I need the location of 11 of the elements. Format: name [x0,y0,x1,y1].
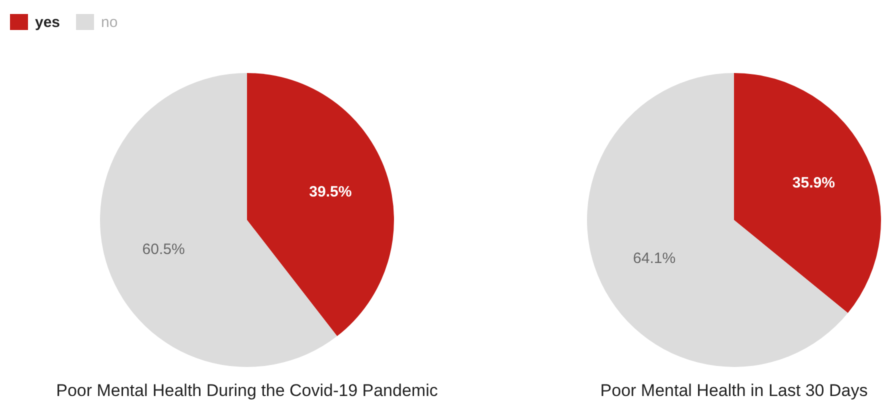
legend-label: yes [35,14,60,31]
pie-slice [734,73,881,313]
data-label: 64.1% [633,250,676,268]
data-label: 39.5% [309,184,352,201]
legend-label: no [101,14,118,31]
pie-slice [587,73,848,367]
pie-slice [247,73,394,336]
text: Poor Mental Health During the Covid-19 Pandemic [56,381,438,400]
text: Poor Mental Health in Last 30 Days [600,381,868,400]
data-label: 35.9% [792,174,835,192]
data-label: 60.5% [142,240,185,258]
